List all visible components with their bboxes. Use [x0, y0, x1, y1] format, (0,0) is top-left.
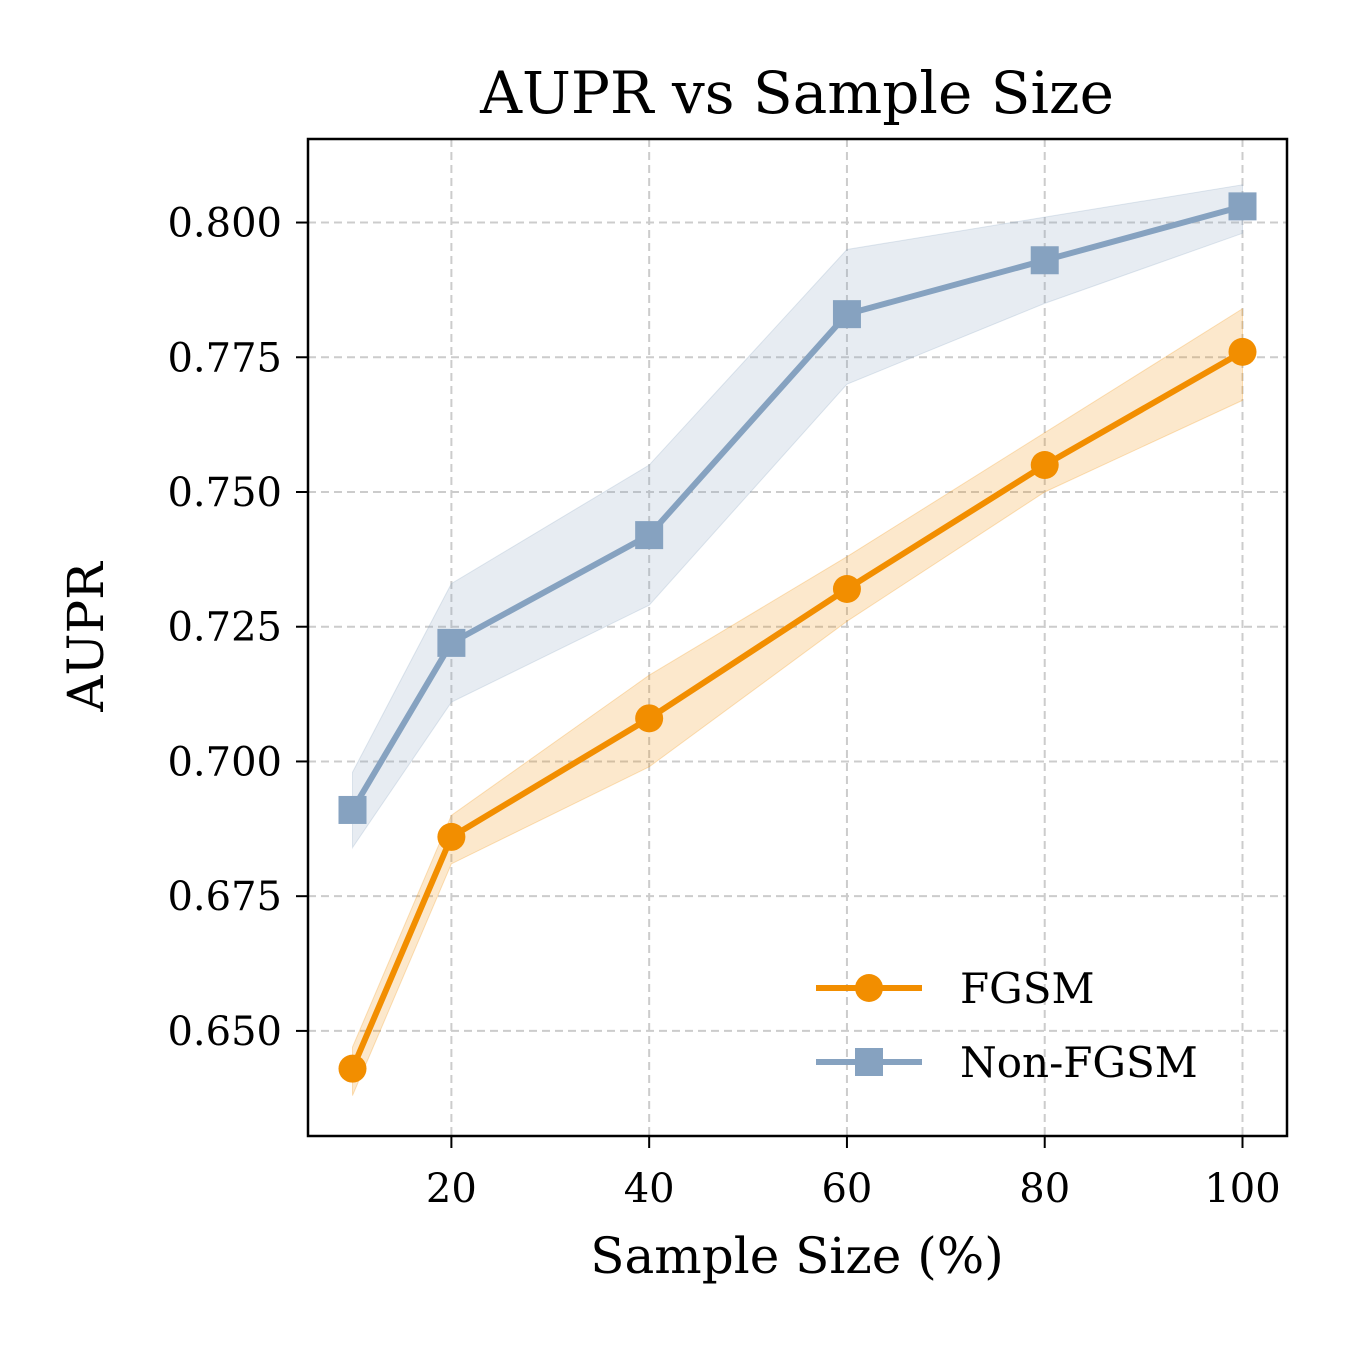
non-fgsm-point [1030, 246, 1059, 275]
plot-frame [306, 137, 1289, 1138]
y-tick-label: 0.750 [167, 470, 282, 516]
axis-ticks: 20 40 60 80 100 0.650 0.675 0.700 0.725 0.750 0.77… [167, 201, 1280, 1212]
non-fgsm-point [832, 300, 861, 329]
non-fgsm-point [635, 521, 664, 550]
grid [308, 139, 1287, 1136]
fgsm-point [832, 574, 861, 603]
legend-marker-non-fgsm [855, 1048, 883, 1076]
chart-title: AUPR vs Sample Size [479, 59, 1114, 127]
non-fgsm-band [352, 184, 1243, 850]
fgsm-point [1030, 451, 1059, 480]
non-fgsm-point [437, 628, 466, 657]
confidence-bands [352, 184, 1243, 1096]
legend: FGSM Non-FGSM [816, 964, 1198, 1087]
y-tick-label: 0.700 [167, 739, 282, 785]
legend-label-non-fgsm: Non-FGSM [960, 1038, 1198, 1087]
y-tick-label: 0.675 [167, 874, 282, 920]
x-tick-label: 60 [821, 1166, 872, 1212]
y-tick-label: 0.650 [167, 1009, 282, 1055]
x-axis-label: Sample Size (%) [590, 1227, 1004, 1285]
y-tick-label: 0.775 [167, 335, 282, 381]
y-tick-label: 0.725 [167, 605, 282, 651]
non-fgsm-line [349, 203, 1244, 812]
fgsm-point [437, 822, 466, 851]
data-markers [338, 192, 1257, 1083]
x-tick-label: 100 [1204, 1166, 1280, 1212]
x-tick-label: 20 [426, 1166, 477, 1212]
x-tick-label: 40 [624, 1166, 675, 1212]
x-tick-label: 80 [1019, 1166, 1070, 1212]
non-fgsm-point [338, 795, 367, 824]
fgsm-point [338, 1054, 367, 1083]
fgsm-band [352, 307, 1243, 1096]
series-lines [349, 203, 1244, 1070]
fgsm-point [1228, 337, 1257, 366]
legend-marker-fgsm [855, 974, 883, 1002]
fgsm-line [349, 349, 1244, 1070]
fgsm-point [635, 704, 664, 733]
non-fgsm-point [1228, 192, 1257, 221]
legend-label-fgsm: FGSM [960, 964, 1094, 1013]
y-axis-label: AUPR [57, 561, 115, 713]
y-tick-label: 0.800 [167, 201, 282, 247]
